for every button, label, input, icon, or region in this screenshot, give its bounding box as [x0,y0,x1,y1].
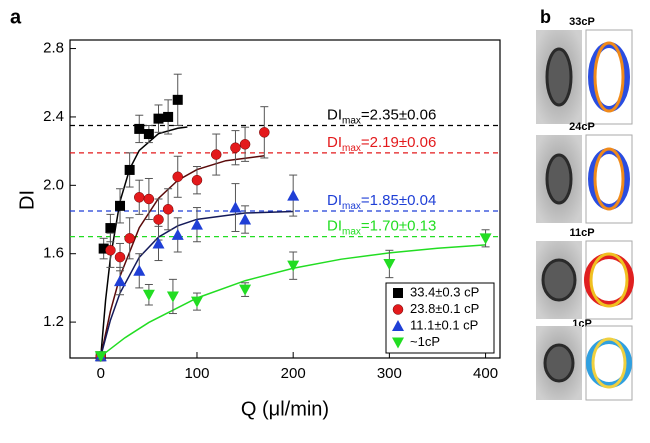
image-label: 24cP [569,121,595,133]
contour [591,337,627,389]
marker [133,264,146,276]
marker [105,223,116,234]
image-label: 11cP [569,227,594,239]
y-tick-label: 2.4 [43,108,64,125]
panel-label: a [10,6,22,28]
label-sub: max [342,142,361,153]
marker [124,164,135,175]
marker [479,233,492,245]
label-part: =1.85±0.04 [361,192,436,209]
marker [114,275,127,287]
y-tick-label: 1.2 [43,313,64,330]
marker [98,243,109,254]
cell [545,47,573,107]
marker [229,201,242,213]
marker [143,129,154,140]
y-tick-label: 2.8 [43,40,64,57]
x-axis-label: Q (μl/min) [241,398,329,420]
contour [584,253,634,307]
label-part: =1.70±0.13 [361,218,436,235]
marker [239,139,251,150]
x-tick-label: 200 [281,365,306,382]
marker [115,200,126,211]
x-tick-label: 100 [184,365,209,382]
marker [392,337,404,349]
y-axis-label: DI [16,190,38,210]
marker [287,189,300,201]
legend-box [385,282,495,354]
reference-label: DImax=2.19±0.06 [327,134,436,154]
x-tick-label: 400 [473,365,498,382]
marker [392,304,404,315]
marker [163,111,174,122]
label-part: =2.35±0.06 [361,106,436,123]
contour [593,147,625,211]
label-part: DI [327,134,342,151]
contour [588,42,630,112]
label-part: DI [327,106,342,123]
marker [393,288,403,298]
marker [172,94,183,105]
y-tick-label: 2.0 [43,176,64,193]
marker [259,127,270,138]
marker [142,289,155,301]
cell [543,343,575,383]
reference-label: DImax=1.85±0.04 [327,192,436,212]
label-sub: max [342,115,361,126]
marker [172,171,183,183]
fit-curve [100,244,486,357]
legend-label: ~1cP [410,334,440,349]
marker [152,237,165,249]
legend-label: 23.8±0.1 cP [410,301,479,316]
marker [134,192,145,203]
marker [383,258,396,270]
marker [153,214,164,225]
label-part: DI [327,218,342,235]
marker [239,284,252,296]
marker [230,142,241,153]
legend-label: 33.4±0.3 cP [410,284,479,299]
label-part: =2.19±0.06 [361,134,436,151]
reference-label: DImax=2.35±0.06 [327,106,436,126]
cell [545,153,573,205]
label-part: DI [327,192,342,209]
marker [105,245,116,256]
reference-label: DImax=1.70±0.13 [327,218,436,238]
marker [190,296,203,308]
contour [589,252,629,308]
panel-label: b [540,7,551,27]
marker [287,260,300,272]
marker [190,218,203,230]
marker [134,123,145,134]
contour [586,338,632,388]
legend-label: 11.1±0.1 cP [410,317,478,332]
label-sub: max [342,226,361,237]
x-tick-label: 300 [377,365,402,382]
plot-frame [69,39,501,359]
marker [392,320,404,331]
image-label: 33cP [569,16,595,28]
marker [239,213,252,225]
marker [114,251,126,263]
marker [94,351,107,363]
marker [153,113,164,124]
contour [588,148,630,210]
marker [191,174,203,186]
marker [166,291,179,303]
marker [143,193,155,205]
x-tick-label: 0 [97,365,105,382]
cell [541,258,577,302]
label-sub: max [342,201,361,212]
y-tick-label: 1.6 [43,245,64,262]
contour [593,41,625,113]
marker [124,233,135,244]
marker [210,149,222,160]
marker [162,204,174,215]
marker [171,228,184,240]
